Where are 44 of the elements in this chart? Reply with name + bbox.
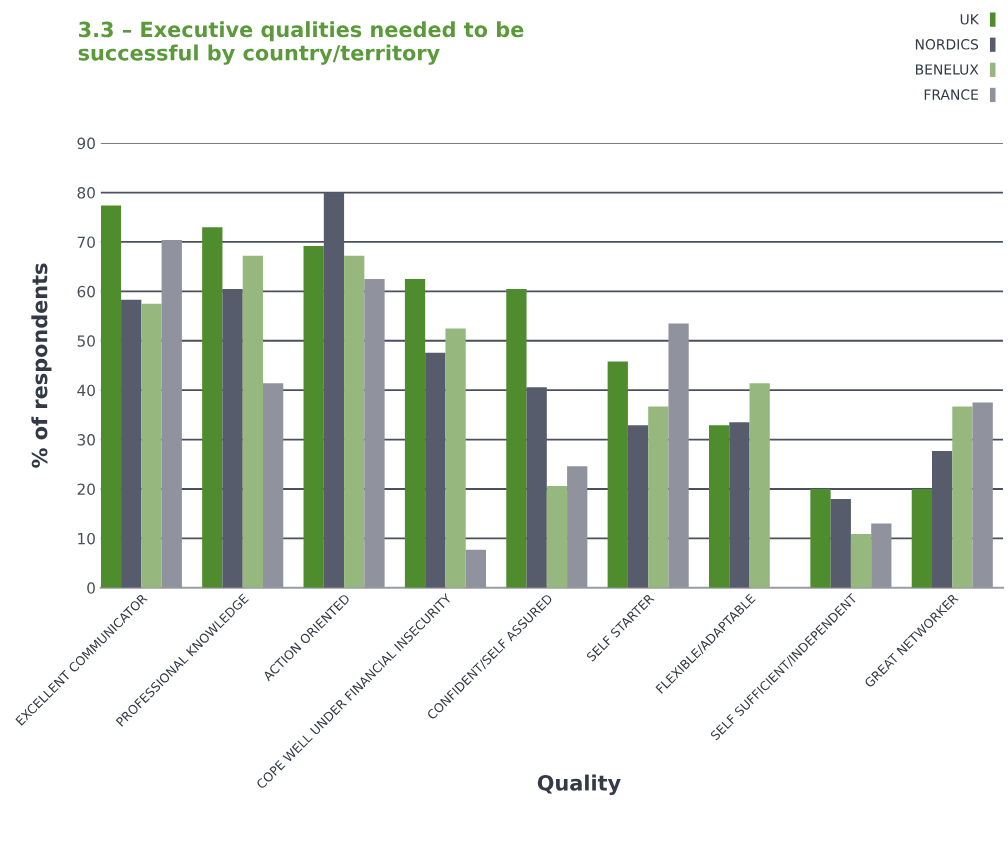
bar [648, 406, 669, 588]
bar [506, 288, 527, 588]
bar [729, 422, 750, 588]
bar [445, 328, 466, 588]
legend-label: UK [960, 14, 980, 25]
bar [932, 450, 953, 588]
bar [526, 387, 547, 588]
y-tick-label: 70 [77, 236, 95, 248]
y-tick-label: 50 [77, 335, 95, 347]
y-axis-title: % of respondents [31, 263, 52, 468]
y-tick-label: 40 [77, 384, 95, 397]
bar [911, 489, 932, 588]
x-axis-title: Quality [537, 774, 621, 795]
bar [222, 288, 243, 588]
bar [242, 255, 263, 588]
bar [344, 255, 365, 588]
legend-label: BENELUX [916, 64, 979, 75]
bar [425, 352, 446, 588]
bar [141, 303, 162, 588]
y-tick-label: 20 [77, 483, 95, 496]
bar [810, 489, 831, 588]
y-tick-label: 30 [77, 434, 95, 446]
legend-label: FRANCE [924, 89, 978, 100]
bar [709, 425, 730, 588]
y-tick-label: 90 [77, 137, 95, 150]
bar [830, 498, 851, 588]
y-tick-label: 10 [78, 532, 95, 545]
bar [627, 425, 649, 588]
bar [952, 406, 973, 588]
bar [121, 299, 142, 588]
bar [100, 205, 122, 588]
bar [323, 192, 345, 588]
bar [749, 383, 770, 588]
y-tick-label: 60 [77, 285, 95, 298]
bar [850, 533, 872, 588]
bar [303, 245, 324, 588]
bar [546, 486, 568, 588]
legend-label: NORDICS [915, 39, 979, 50]
bar [202, 227, 223, 588]
bar [607, 361, 628, 588]
bar [404, 279, 426, 588]
y-tick-label: 0 [87, 582, 95, 594]
y-tick-label: 80 [77, 187, 95, 199]
chart-title: 3.3 – Executive qualities needed to be successful by country/territory [78, 21, 524, 65]
